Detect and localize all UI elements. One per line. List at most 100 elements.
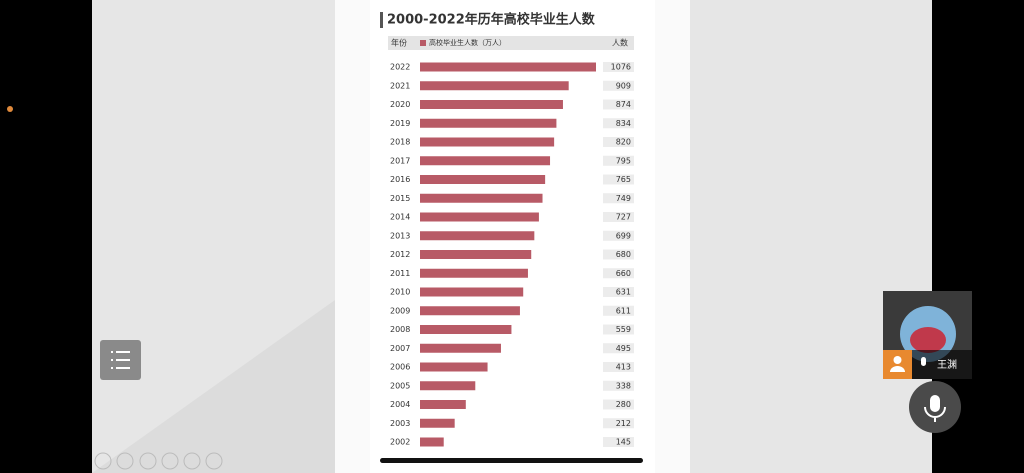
avatar-mouth — [910, 327, 946, 353]
value-label: 338 — [616, 381, 631, 390]
value-box — [603, 305, 634, 316]
value-label: 765 — [616, 175, 631, 184]
toolbar-zoom[interactable] — [183, 452, 201, 470]
bar — [420, 325, 512, 334]
value-box — [603, 343, 634, 354]
bar — [420, 343, 501, 353]
value-label: 495 — [616, 344, 631, 353]
year-label: 2009 — [390, 306, 410, 315]
year-label: 2005 — [390, 381, 410, 390]
value-label: 559 — [616, 325, 631, 334]
header-row — [388, 36, 634, 50]
value-label: 909 — [616, 81, 631, 90]
bar — [420, 62, 596, 72]
value-box — [603, 62, 634, 72]
value-box — [603, 380, 634, 391]
bar — [420, 362, 488, 372]
toolbar-copy[interactable] — [161, 452, 179, 470]
year-label: 2010 — [390, 288, 410, 297]
value-label: 820 — [616, 138, 631, 147]
value-label: 749 — [616, 194, 631, 203]
bar — [420, 437, 444, 447]
progress-bar — [380, 458, 643, 463]
toolbar — [94, 452, 223, 470]
value-box — [603, 212, 634, 222]
value-label: 795 — [616, 156, 631, 165]
value-label: 280 — [616, 400, 631, 409]
bar — [420, 118, 557, 128]
value-box — [603, 118, 634, 129]
year-label: 2020 — [390, 100, 410, 109]
value-label: 727 — [616, 213, 631, 222]
bar — [420, 156, 551, 166]
bar — [420, 212, 539, 222]
bar — [420, 418, 455, 428]
year-label: 2002 — [390, 438, 410, 447]
value-label: 145 — [616, 438, 631, 447]
value-box — [603, 174, 634, 185]
toolbar-pen[interactable] — [139, 452, 157, 470]
mic-icon — [930, 395, 940, 412]
value-label: 1076 — [611, 63, 631, 72]
bar — [420, 81, 569, 91]
bar — [420, 381, 476, 391]
year-label: 2003 — [390, 419, 410, 428]
mic-small — [921, 357, 926, 366]
bar — [420, 268, 528, 278]
bar — [420, 137, 555, 147]
value-label: 874 — [616, 100, 631, 109]
bar — [420, 287, 524, 297]
value-box — [603, 137, 634, 147]
toolbar-prev[interactable] — [94, 452, 112, 470]
value-label: 413 — [616, 363, 631, 372]
value-box — [603, 193, 634, 204]
year-label: 2004 — [390, 400, 410, 409]
value-label: 212 — [616, 419, 631, 428]
value-label: 680 — [616, 250, 631, 259]
year-label: 2014 — [390, 213, 410, 222]
year-label: 2015 — [390, 194, 410, 203]
bar — [420, 306, 520, 316]
value-box — [603, 155, 634, 166]
year-label: 2007 — [390, 344, 410, 353]
year-header: 年份 — [391, 38, 407, 48]
value-box — [603, 437, 634, 447]
year-label: 2011 — [390, 269, 410, 278]
indicator-dot — [7, 106, 13, 112]
value-label: 699 — [616, 231, 631, 240]
value-box — [603, 399, 634, 410]
year-label: 2012 — [390, 250, 410, 259]
participant-name: 王渊 — [937, 359, 957, 371]
year-label: 2008 — [390, 325, 410, 334]
value-label: 834 — [616, 119, 631, 128]
value-box — [603, 268, 634, 279]
user-icon — [893, 356, 902, 364]
bar — [420, 193, 543, 203]
bar — [420, 400, 466, 409]
value-label: 611 — [616, 306, 631, 315]
toolbar-next[interactable] — [116, 452, 134, 470]
year-label: 2013 — [390, 231, 410, 240]
toolbar-more[interactable] — [205, 452, 223, 470]
year-label: 2019 — [390, 119, 410, 128]
value-box — [603, 99, 634, 110]
value-header: 人数 — [612, 38, 628, 48]
bar — [420, 100, 563, 109]
value-box — [603, 418, 634, 429]
bar — [420, 175, 546, 184]
year-label: 2022 — [390, 63, 410, 72]
chart-title: 2000-2022年历年高校毕业生人数 — [387, 12, 596, 28]
value-box — [603, 324, 634, 335]
year-label: 2017 — [390, 156, 410, 165]
year-label: 2006 — [390, 363, 410, 372]
value-label: 631 — [616, 288, 631, 297]
menu-icon — [111, 351, 130, 369]
value-box — [603, 362, 634, 372]
title-marker — [380, 12, 383, 28]
bar — [420, 231, 535, 241]
year-label: 2018 — [390, 138, 410, 147]
value-box — [603, 249, 634, 260]
mic-icon-stand — [924, 406, 946, 422]
